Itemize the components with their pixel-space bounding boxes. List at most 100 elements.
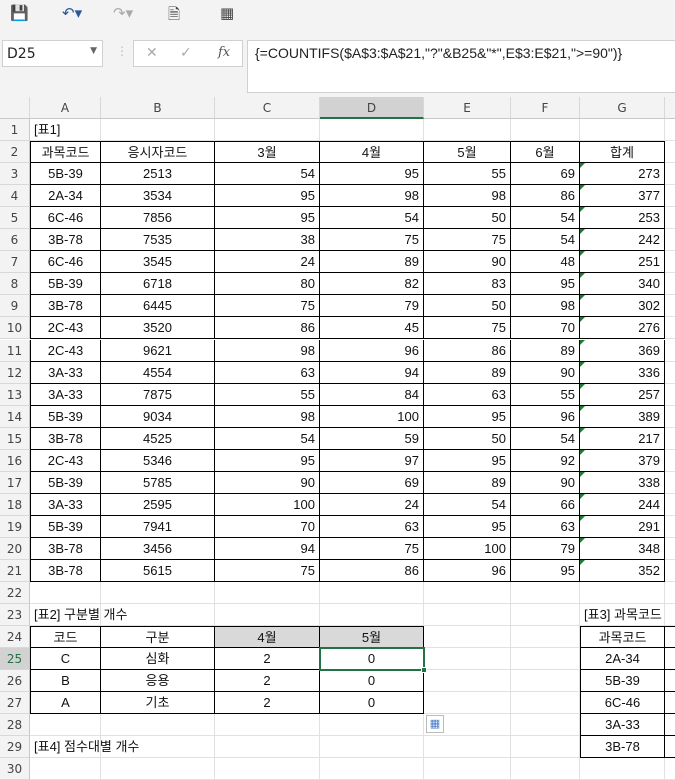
row-header-11[interactable]: 11	[0, 339, 30, 362]
table1-cell[interactable]: 3456	[101, 537, 215, 560]
table1-cell[interactable]: 5B-39	[30, 273, 101, 296]
error-indicator-icon[interactable]	[580, 405, 585, 411]
row-header-14[interactable]: 14	[0, 405, 30, 428]
cell[interactable]	[215, 604, 320, 627]
error-indicator-icon[interactable]	[580, 339, 585, 345]
table1-cell[interactable]: 217	[580, 427, 665, 450]
cell[interactable]	[665, 229, 675, 252]
table1-cell[interactable]: 3534	[101, 185, 215, 208]
table1-cell[interactable]: 98	[215, 405, 320, 428]
cancel-icon[interactable]: ✕	[146, 45, 158, 61]
cell[interactable]	[665, 428, 675, 450]
table1-cell[interactable]: 95	[215, 185, 320, 208]
table2-cell[interactable]: 2	[215, 692, 320, 715]
table1-cell[interactable]: 54	[424, 493, 511, 516]
table1-cell[interactable]: 95	[424, 515, 511, 538]
cell[interactable]	[665, 163, 675, 186]
row-header-15[interactable]: 15	[0, 427, 30, 450]
table1-cell[interactable]: 55	[424, 163, 511, 186]
table1-cell[interactable]: 5785	[101, 471, 215, 494]
error-indicator-icon[interactable]	[580, 560, 585, 565]
quick-analysis-icon[interactable]: ▦	[426, 715, 444, 734]
cell[interactable]	[580, 758, 665, 780]
table1-cell[interactable]: 3B-78	[30, 295, 101, 318]
table1-header[interactable]: 과목코드	[30, 141, 101, 164]
table1-cell[interactable]: 92	[511, 449, 580, 472]
redo-icon[interactable]: ↷▾	[113, 4, 134, 22]
cell[interactable]	[511, 648, 580, 671]
cell[interactable]	[511, 670, 580, 693]
cell[interactable]	[665, 384, 675, 406]
table1-header[interactable]: 4월	[320, 141, 424, 164]
cell[interactable]	[511, 604, 580, 627]
error-indicator-icon[interactable]	[580, 229, 585, 235]
table1-cell[interactable]: 54	[320, 207, 424, 230]
cell[interactable]	[215, 736, 320, 759]
cell[interactable]	[101, 714, 215, 737]
row-header-9[interactable]: 9	[0, 295, 30, 318]
table2-cell[interactable]: B	[30, 670, 101, 693]
error-indicator-icon[interactable]	[580, 471, 585, 477]
cell[interactable]	[424, 714, 511, 737]
table1-cell[interactable]: 242	[580, 229, 665, 252]
cell[interactable]	[30, 119, 101, 141]
table1-cell[interactable]: 3545	[101, 251, 215, 274]
table1-cell[interactable]: 96	[511, 405, 580, 428]
table2-cell[interactable]: 응용	[101, 670, 215, 693]
table1-cell[interactable]: 98	[320, 185, 424, 208]
table2-cell[interactable]: 2	[215, 670, 320, 693]
table1-cell[interactable]: 59	[320, 427, 424, 450]
error-indicator-icon[interactable]	[580, 295, 585, 301]
cell[interactable]	[511, 626, 580, 649]
cell[interactable]	[665, 516, 675, 538]
cell[interactable]	[320, 714, 424, 737]
cell[interactable]	[101, 758, 215, 780]
row-header-17[interactable]: 17	[0, 471, 30, 494]
error-indicator-icon[interactable]	[580, 383, 585, 389]
error-indicator-icon[interactable]	[580, 449, 585, 455]
cell[interactable]	[665, 207, 675, 230]
cell[interactable]	[665, 494, 675, 516]
table1-cell[interactable]: 3B-78	[30, 560, 101, 582]
row-header-19[interactable]: 19	[0, 515, 30, 538]
row-header-5[interactable]: 5	[0, 207, 30, 230]
table1-cell[interactable]: 6445	[101, 295, 215, 318]
table1-cell[interactable]: 80	[215, 273, 320, 296]
name-box[interactable]: D25 ▼	[2, 40, 103, 67]
cell[interactable]	[580, 119, 665, 141]
table1-cell[interactable]: 96	[424, 560, 511, 582]
table1-cell[interactable]: 98	[511, 295, 580, 318]
cell[interactable]	[665, 362, 675, 384]
table1-cell[interactable]: 302	[580, 295, 665, 318]
cell[interactable]	[424, 626, 511, 649]
table1-cell[interactable]: 70	[511, 317, 580, 340]
table1-cell[interactable]: 253	[580, 207, 665, 230]
undo-icon[interactable]: ↶▾	[62, 4, 83, 22]
cell[interactable]	[665, 450, 675, 472]
table1-cell[interactable]: 50	[424, 427, 511, 450]
cell[interactable]	[424, 736, 511, 759]
cell[interactable]	[215, 714, 320, 737]
error-indicator-icon[interactable]	[580, 207, 585, 213]
table1-cell[interactable]: 377	[580, 185, 665, 208]
row-header-18[interactable]: 18	[0, 493, 30, 516]
row-header-7[interactable]: 7	[0, 251, 30, 274]
error-indicator-icon[interactable]	[580, 361, 585, 367]
cell[interactable]	[424, 648, 511, 671]
table1-cell[interactable]: 3520	[101, 317, 215, 340]
table1-cell[interactable]: 86	[320, 560, 424, 582]
table1-cell[interactable]: 90	[215, 471, 320, 494]
row-header-1[interactable]: 1	[0, 119, 30, 141]
row-header-20[interactable]: 20	[0, 537, 30, 560]
table1-header[interactable]: 6월	[511, 141, 580, 164]
table1-cell[interactable]: 2A-34	[30, 185, 101, 208]
table1-cell[interactable]: 348	[580, 537, 665, 560]
table1-cell[interactable]: 5B-39	[30, 163, 101, 186]
table1-cell[interactable]: 3A-33	[30, 383, 101, 406]
table1-cell[interactable]: 4525	[101, 427, 215, 450]
column-header-A[interactable]: A	[30, 97, 101, 119]
table1-cell[interactable]: 94	[320, 361, 424, 384]
table1-cell[interactable]: 389	[580, 405, 665, 428]
table1-cell[interactable]: 251	[580, 251, 665, 274]
cell[interactable]	[30, 582, 101, 605]
